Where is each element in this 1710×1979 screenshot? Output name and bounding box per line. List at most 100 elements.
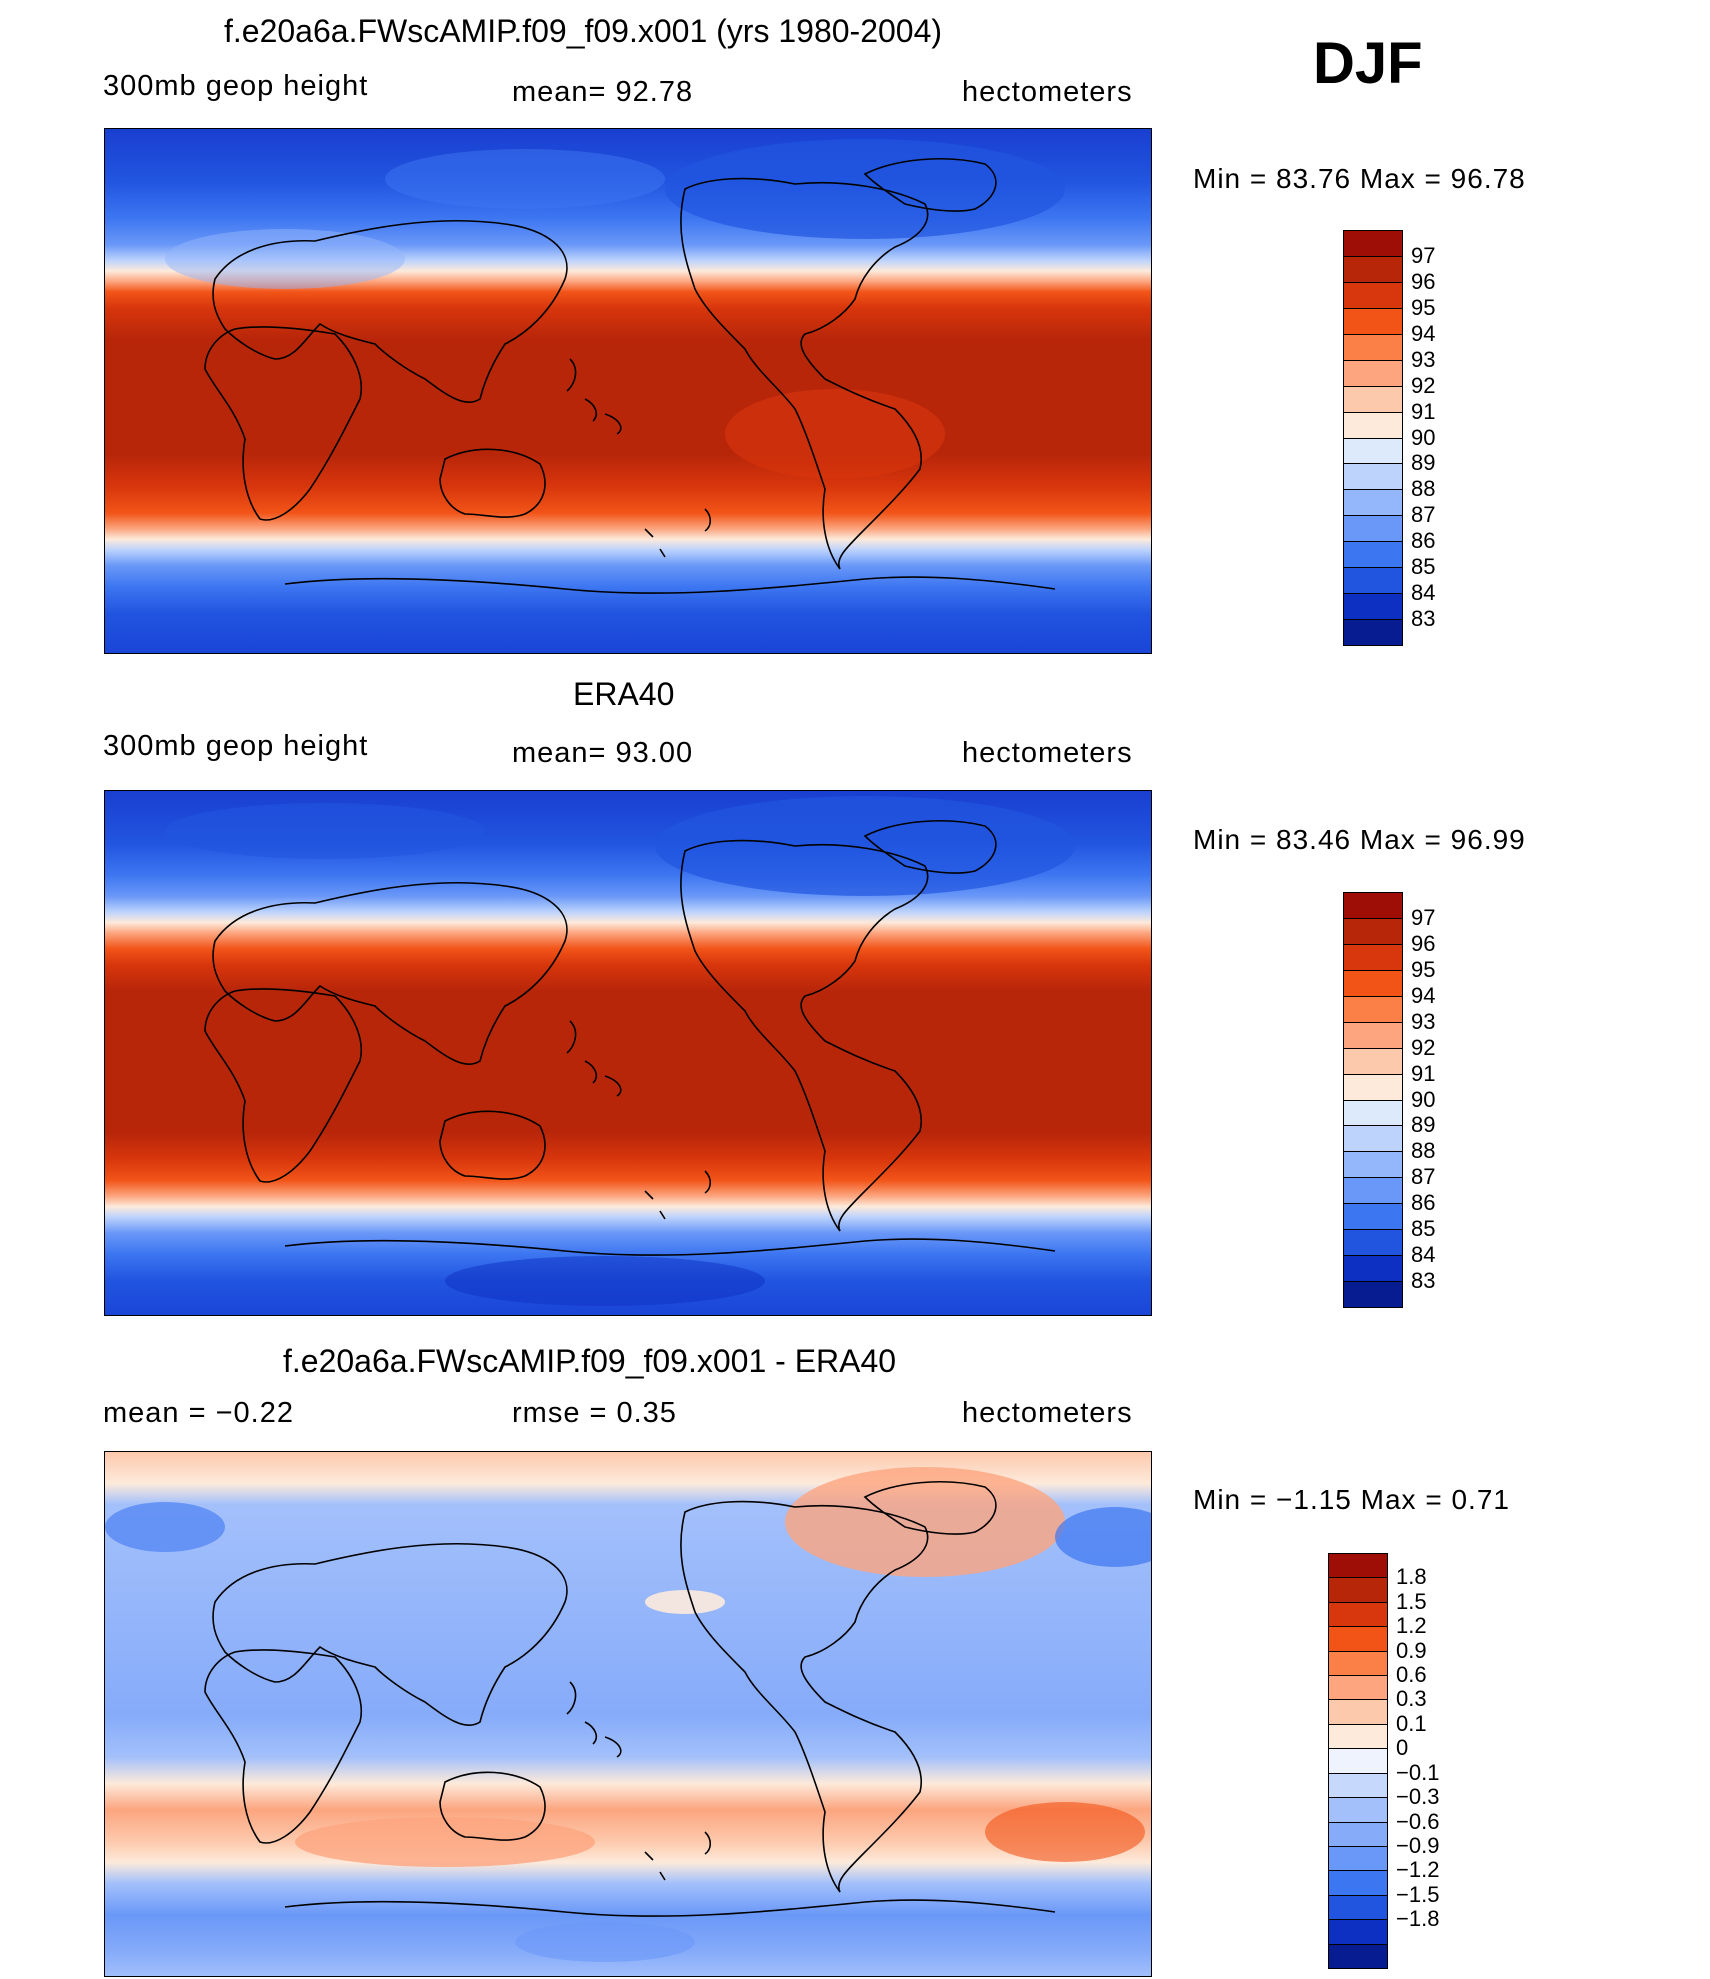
- colorbar-tick-label: 93: [1411, 1008, 1436, 1034]
- colorbar-swatch: [1343, 541, 1403, 569]
- minmax-diff: Min = −1.15 Max = 0.71: [1193, 1484, 1510, 1515]
- colorbar-obs: 97 96 95 94 93 92 91 90 89 88 87 86 85 84 83: [1343, 892, 1435, 1308]
- colorbar-tick-label: −1.8: [1396, 1906, 1440, 1932]
- colorbar-swatch: [1328, 1919, 1388, 1945]
- colorbar-tick-label: −0.1: [1396, 1759, 1440, 1785]
- colorbar-tick-label: 89: [1411, 1112, 1436, 1138]
- colorbar-tick-label: 94: [1411, 320, 1436, 346]
- map-model: [104, 128, 1152, 654]
- colorbar-swatch: [1328, 1870, 1388, 1896]
- colorbar-tick-label: 0: [1396, 1735, 1409, 1761]
- colorbar-tick-label: 96: [1411, 268, 1436, 294]
- colorbar-swatch: [1343, 1255, 1403, 1283]
- colorbar-swatch: [1343, 917, 1403, 945]
- colorbar-tick-label: 92: [1411, 1034, 1436, 1060]
- colorbar-tick-label: −1.5: [1396, 1881, 1440, 1907]
- map-obs: [104, 790, 1152, 1316]
- colorbar-tick-label: 97: [1411, 242, 1436, 268]
- colorbar-tick-label: 93: [1411, 346, 1436, 372]
- colorbar-tick-label: 90: [1411, 1086, 1436, 1112]
- minmax-model: Min = 83.76 Max = 96.78: [1193, 163, 1526, 194]
- colorbar-tick-label: 96: [1411, 930, 1436, 956]
- colorbar-swatch: [1328, 1845, 1388, 1872]
- panel-mean-model: mean= 92.78: [512, 76, 694, 108]
- colorbar-tick-label: 88: [1411, 1138, 1436, 1164]
- colorbar-tick-label: 84: [1411, 580, 1436, 606]
- colorbar-tick-label: 86: [1411, 1190, 1436, 1216]
- colorbar-swatch: [1343, 1281, 1403, 1308]
- colorbar-swatch: [1343, 1151, 1403, 1179]
- colorbar-tick-label: 0.3: [1396, 1686, 1427, 1712]
- colorbar-tick-label: 87: [1411, 1164, 1436, 1190]
- colorbar-tick-label: 84: [1411, 1242, 1436, 1268]
- panel-title-obs: ERA40: [573, 676, 675, 712]
- colorbar-swatch: [1343, 995, 1403, 1023]
- panel-mean-obs: mean= 93.00: [512, 737, 694, 769]
- colorbar-swatch: [1328, 1894, 1388, 1921]
- colorbar-swatch: [1328, 1675, 1388, 1701]
- colorbar-swatch: [1328, 1601, 1388, 1628]
- panel-left-label-obs: 300mb geop height: [103, 730, 369, 762]
- colorbar-swatch: [1343, 1203, 1403, 1231]
- colorbar-tick-label: −0.6: [1396, 1808, 1440, 1834]
- colorbar-swatch: [1343, 411, 1403, 439]
- colorbar-swatch: [1343, 619, 1403, 646]
- panel-left-label-model: 300mb geop height: [103, 70, 369, 102]
- colorbar-swatch: [1328, 1821, 1388, 1847]
- colorbar-tick-label: 0.9: [1396, 1637, 1427, 1663]
- colorbar-swatch: [1343, 307, 1403, 335]
- colorbar-swatch: [1343, 1229, 1403, 1257]
- panel-title-model: f.e20a6a.FWscAMIP.f09_f09.x001 (yrs 1980…: [224, 13, 943, 49]
- colorbar-tick-label: 1.8: [1396, 1564, 1427, 1590]
- colorbar-swatch: [1328, 1723, 1388, 1750]
- panel-units-diff: hectometers: [962, 1397, 1133, 1429]
- colorbar-swatch: [1343, 385, 1403, 413]
- colorbar-tick-label: 89: [1411, 450, 1436, 476]
- colorbar-swatch: [1343, 1047, 1403, 1075]
- colorbar-swatch: [1343, 1099, 1403, 1127]
- map-obs-contours: [105, 791, 1151, 1315]
- colorbar-swatch: [1343, 1021, 1403, 1049]
- colorbar-swatch: [1343, 892, 1403, 919]
- colorbar-tick-label: −1.2: [1396, 1857, 1440, 1883]
- colorbar-tick-label: 97: [1411, 904, 1436, 930]
- panel-units-model: hectometers: [962, 76, 1133, 108]
- panel-title-diff: f.e20a6a.FWscAMIP.f09_f09.x001 - ERA40: [283, 1343, 897, 1379]
- colorbar-tick-label: 1.5: [1396, 1588, 1427, 1614]
- minmax-obs: Min = 83.46 Max = 96.99: [1193, 824, 1526, 855]
- colorbar-tick-label: 95: [1411, 956, 1436, 982]
- colorbar-tick-label: 95: [1411, 294, 1436, 320]
- colorbar-swatch: [1343, 437, 1403, 465]
- colorbar-tick-label: 86: [1411, 528, 1436, 554]
- colorbar-tick-label: 88: [1411, 476, 1436, 502]
- colorbar-swatch: [1343, 333, 1403, 361]
- map-diff-contours: [105, 1452, 1151, 1976]
- colorbar-tick-label: 83: [1411, 606, 1436, 632]
- colorbar-swatch: [1328, 1748, 1388, 1774]
- colorbar-swatch: [1328, 1577, 1388, 1603]
- colorbar-swatch: [1343, 463, 1403, 491]
- colorbar-diff: 1.8 1.5 1.2 0.9 0.6 0.3 0.1 0 −0.1 −0.3 −0.6 −0.9 −1…: [1328, 1553, 1448, 1969]
- colorbar-swatch: [1328, 1553, 1388, 1579]
- panel-mean-diff: mean = −0.22: [103, 1397, 294, 1429]
- panel-units-obs: hectometers: [962, 737, 1133, 769]
- colorbar-swatch: [1343, 567, 1403, 595]
- colorbar-swatch: [1328, 1797, 1388, 1823]
- colorbar-tick-label: 87: [1411, 502, 1436, 528]
- colorbar-swatch: [1343, 489, 1403, 517]
- map-model-contours: [105, 129, 1151, 653]
- colorbar-swatch: [1343, 593, 1403, 621]
- colorbar-swatch: [1343, 969, 1403, 997]
- colorbar-swatch: [1343, 943, 1403, 971]
- colorbar-tick-label: 92: [1411, 372, 1436, 398]
- panel-rmse-diff: rmse = 0.35: [512, 1397, 677, 1429]
- colorbar-tick-label: −0.3: [1396, 1784, 1440, 1810]
- colorbar-tick-label: 85: [1411, 554, 1436, 580]
- colorbar-tick-label: −0.9: [1396, 1832, 1440, 1858]
- colorbar-swatch: [1328, 1699, 1388, 1725]
- colorbar-tick-label: 91: [1411, 398, 1436, 424]
- colorbar-swatch: [1343, 1177, 1403, 1205]
- colorbar-swatch: [1343, 281, 1403, 309]
- colorbar-swatch: [1343, 230, 1403, 257]
- colorbar-swatch: [1343, 515, 1403, 543]
